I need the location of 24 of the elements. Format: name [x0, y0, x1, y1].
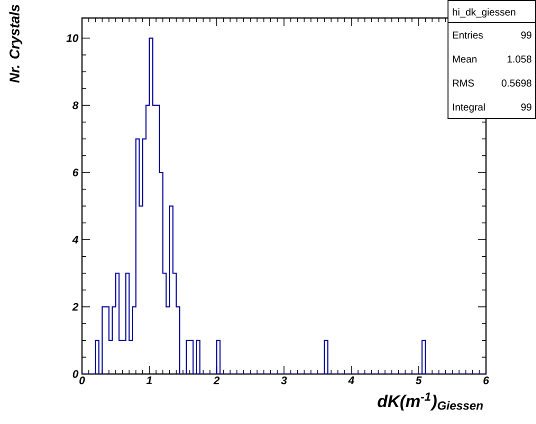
x-tick-label: 5: [416, 376, 422, 384]
text: 1.058: [508, 56, 532, 63]
y-tick-label: 2: [72, 303, 78, 311]
annotation: RMS: [453, 80, 474, 87]
x-tick-label: 2: [213, 376, 220, 384]
annotation: Mean: [453, 56, 476, 63]
y-axis-title: Nr. Crystals: [9, 4, 22, 83]
x-tick-label: 0: [79, 376, 85, 384]
text: 0.5698: [502, 80, 532, 87]
x-tick-label: 1: [146, 376, 152, 384]
text: 99: [521, 104, 532, 111]
x-tick-label: 3: [281, 376, 287, 384]
annotation: Integral: [453, 103, 485, 113]
x-tick-label: 4: [348, 376, 354, 384]
annotation: Entries: [453, 31, 483, 39]
y-tick-label: 10: [66, 34, 78, 42]
y-tick-label: 0: [72, 370, 78, 378]
x-tick-label: 6: [483, 376, 490, 384]
x-axis-title: dK(m$^{-1}$)$_{Giessen}$: [378, 392, 483, 411]
y-tick-label: 4: [72, 236, 78, 244]
text: hi_dk_giessen: [452, 8, 516, 18]
y-tick-label: 8: [72, 101, 78, 110]
y-tick-label: 6: [72, 168, 79, 176]
text: 99: [521, 32, 532, 39]
